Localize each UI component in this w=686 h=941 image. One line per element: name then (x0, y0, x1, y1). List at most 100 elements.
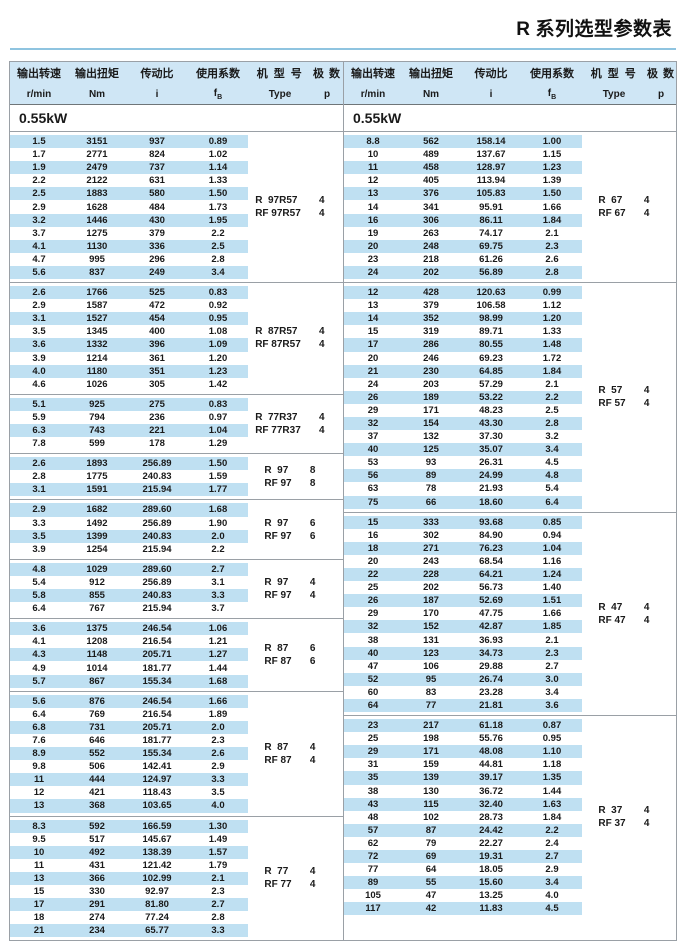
cell-speed: 7.8 (32, 438, 46, 450)
table-row: 19 263 74.17 2.1 (344, 227, 582, 240)
table-row: 18 274 77.24 2.8 (10, 911, 248, 924)
table-row: 10 492 138.39 1.57 (10, 845, 248, 859)
col-header-cn-2: 传动比 (474, 68, 508, 80)
cell-ratio: 44.81 (479, 759, 503, 771)
cell-service-factor: 0.87 (542, 720, 562, 732)
cell-speed: 22 (367, 569, 379, 581)
cell-speed: 5.6 (32, 695, 46, 707)
cell-ratio: 64.21 (479, 569, 503, 581)
cell-service-factor: 1.49 (208, 833, 228, 845)
table-row: 35 139 39.17 1.35 (344, 771, 582, 785)
cell-speed: 1.5 (32, 136, 46, 148)
pole-count: 4 (643, 398, 650, 410)
cell-torque: 66 (425, 496, 437, 508)
table-row: 29 171 48.08 1.10 (344, 745, 582, 759)
cell-speed: 16 (367, 529, 379, 541)
cell-torque: 130 (423, 785, 439, 797)
cell-torque: 1893 (86, 458, 108, 470)
cell-torque: 198 (423, 733, 439, 745)
pole-count: 4 (319, 326, 325, 338)
cell-ratio: 484 (149, 201, 165, 213)
cell-service-factor: 1.21 (208, 636, 228, 648)
table-row: 1.9 2479 737 1.14 (10, 161, 248, 175)
cell-speed: 35 (367, 772, 379, 784)
type-name: RF 77R37 (255, 424, 301, 436)
cell-torque: 592 (89, 820, 105, 832)
pole-count: 4 (643, 601, 650, 613)
table-row: 8.8 562 158.14 1.00 (344, 135, 582, 149)
cell-service-factor: 2.6 (545, 253, 559, 265)
table-row: 7.8 599 178 1.29 (10, 437, 248, 450)
table-row: 8.3 592 166.59 1.30 (10, 819, 248, 833)
cell-torque: 489 (423, 149, 439, 161)
cell-speed: 25 (367, 582, 379, 594)
cell-service-factor: 1.44 (542, 785, 562, 797)
cell-service-factor: 2.1 (545, 634, 559, 646)
table-row: 2.2 2122 631 1.33 (10, 174, 248, 187)
table-row: 20 246 69.23 1.72 (344, 352, 582, 365)
cell-speed: 3.7 (32, 227, 46, 239)
table-row: 38 130 36.72 1.44 (344, 785, 582, 798)
table-row: 77 64 18.05 2.9 (344, 863, 582, 876)
cell-speed: 14 (367, 313, 379, 325)
cell-torque: 1682 (86, 504, 108, 516)
cell-service-factor: 1.04 (208, 425, 228, 437)
cell-ratio: 205.71 (142, 721, 172, 733)
cell-torque: 995 (89, 253, 105, 265)
pole-count: 4 (643, 818, 650, 830)
cell-speed: 10 (33, 846, 45, 858)
cell-service-factor: 5.4 (545, 483, 559, 495)
pole-count: 4 (319, 195, 325, 207)
cell-speed: 62 (367, 837, 379, 849)
pole-count: 4 (309, 577, 316, 588)
cell-speed: 3.2 (32, 214, 46, 226)
table-row: 5.9 794 236 0.97 (10, 411, 248, 424)
cell-speed: 38 (367, 634, 379, 646)
cell-torque: 1148 (86, 649, 108, 661)
cell-service-factor: 6.4 (545, 496, 559, 508)
cell-speed: 5.9 (32, 411, 46, 423)
pole-count: 6 (309, 655, 316, 667)
pole-count: 4 (319, 424, 325, 436)
table-row: 64 77 21.81 3.6 (344, 698, 582, 713)
cell-service-factor: 0.95 (208, 313, 228, 325)
cell-speed: 2.6 (32, 287, 46, 299)
cell-ratio: 400 (149, 326, 165, 338)
type-name: R 97R57 (255, 195, 298, 207)
cell-torque: 599 (89, 438, 105, 450)
cell-speed: 17 (33, 899, 45, 911)
spec-block-rows: 3.6 1375 246.54 1.06 4.1 1208 216.54 1.2… (10, 619, 248, 690)
cell-ratio: 76.23 (479, 542, 503, 554)
cell-service-factor: 1.29 (208, 438, 228, 450)
table-row: 22 228 64.21 1.24 (344, 568, 582, 582)
type-name: RF 97 (264, 590, 292, 601)
cell-ratio: 289.60 (142, 563, 172, 575)
cell-service-factor: 1.72 (542, 352, 562, 364)
cell-speed: 6.8 (32, 721, 46, 733)
cell-torque: 1026 (86, 378, 108, 390)
cell-ratio: 34.73 (479, 647, 503, 659)
cell-torque: 202 (423, 266, 439, 278)
cell-service-factor: 1.00 (542, 136, 562, 148)
table-row: 10 489 137.67 1.15 (344, 148, 582, 161)
cell-service-factor: 1.18 (542, 759, 562, 771)
cell-speed: 32 (367, 621, 379, 633)
cell-torque: 55 (425, 877, 437, 889)
col-header-cn-0: 输出转速 (351, 68, 395, 80)
table-row: 105 47 13.25 4.0 (344, 889, 582, 902)
cell-speed: 17 (367, 339, 379, 351)
table-header-right: 输出转速 输出扭矩 传动比 使用系数 机 型 号极 数 r/min Nm i fB Type p (344, 62, 676, 105)
cell-speed: 14 (367, 201, 379, 213)
cell-ratio: 84.90 (479, 529, 503, 541)
cell-torque: 376 (423, 188, 439, 200)
cell-speed: 117 (365, 903, 381, 915)
cell-torque: 69 (425, 851, 437, 863)
cell-speed: 52 (367, 673, 379, 685)
table-row: 15 319 89.71 1.33 (344, 325, 582, 338)
table-row: 25 198 55.76 0.95 (344, 732, 582, 745)
table-row: 29 171 48.23 2.5 (344, 404, 582, 417)
cell-service-factor: 1.04 (542, 542, 562, 554)
cell-speed: 5.7 (32, 675, 46, 687)
cell-ratio: 18.05 (479, 864, 503, 876)
